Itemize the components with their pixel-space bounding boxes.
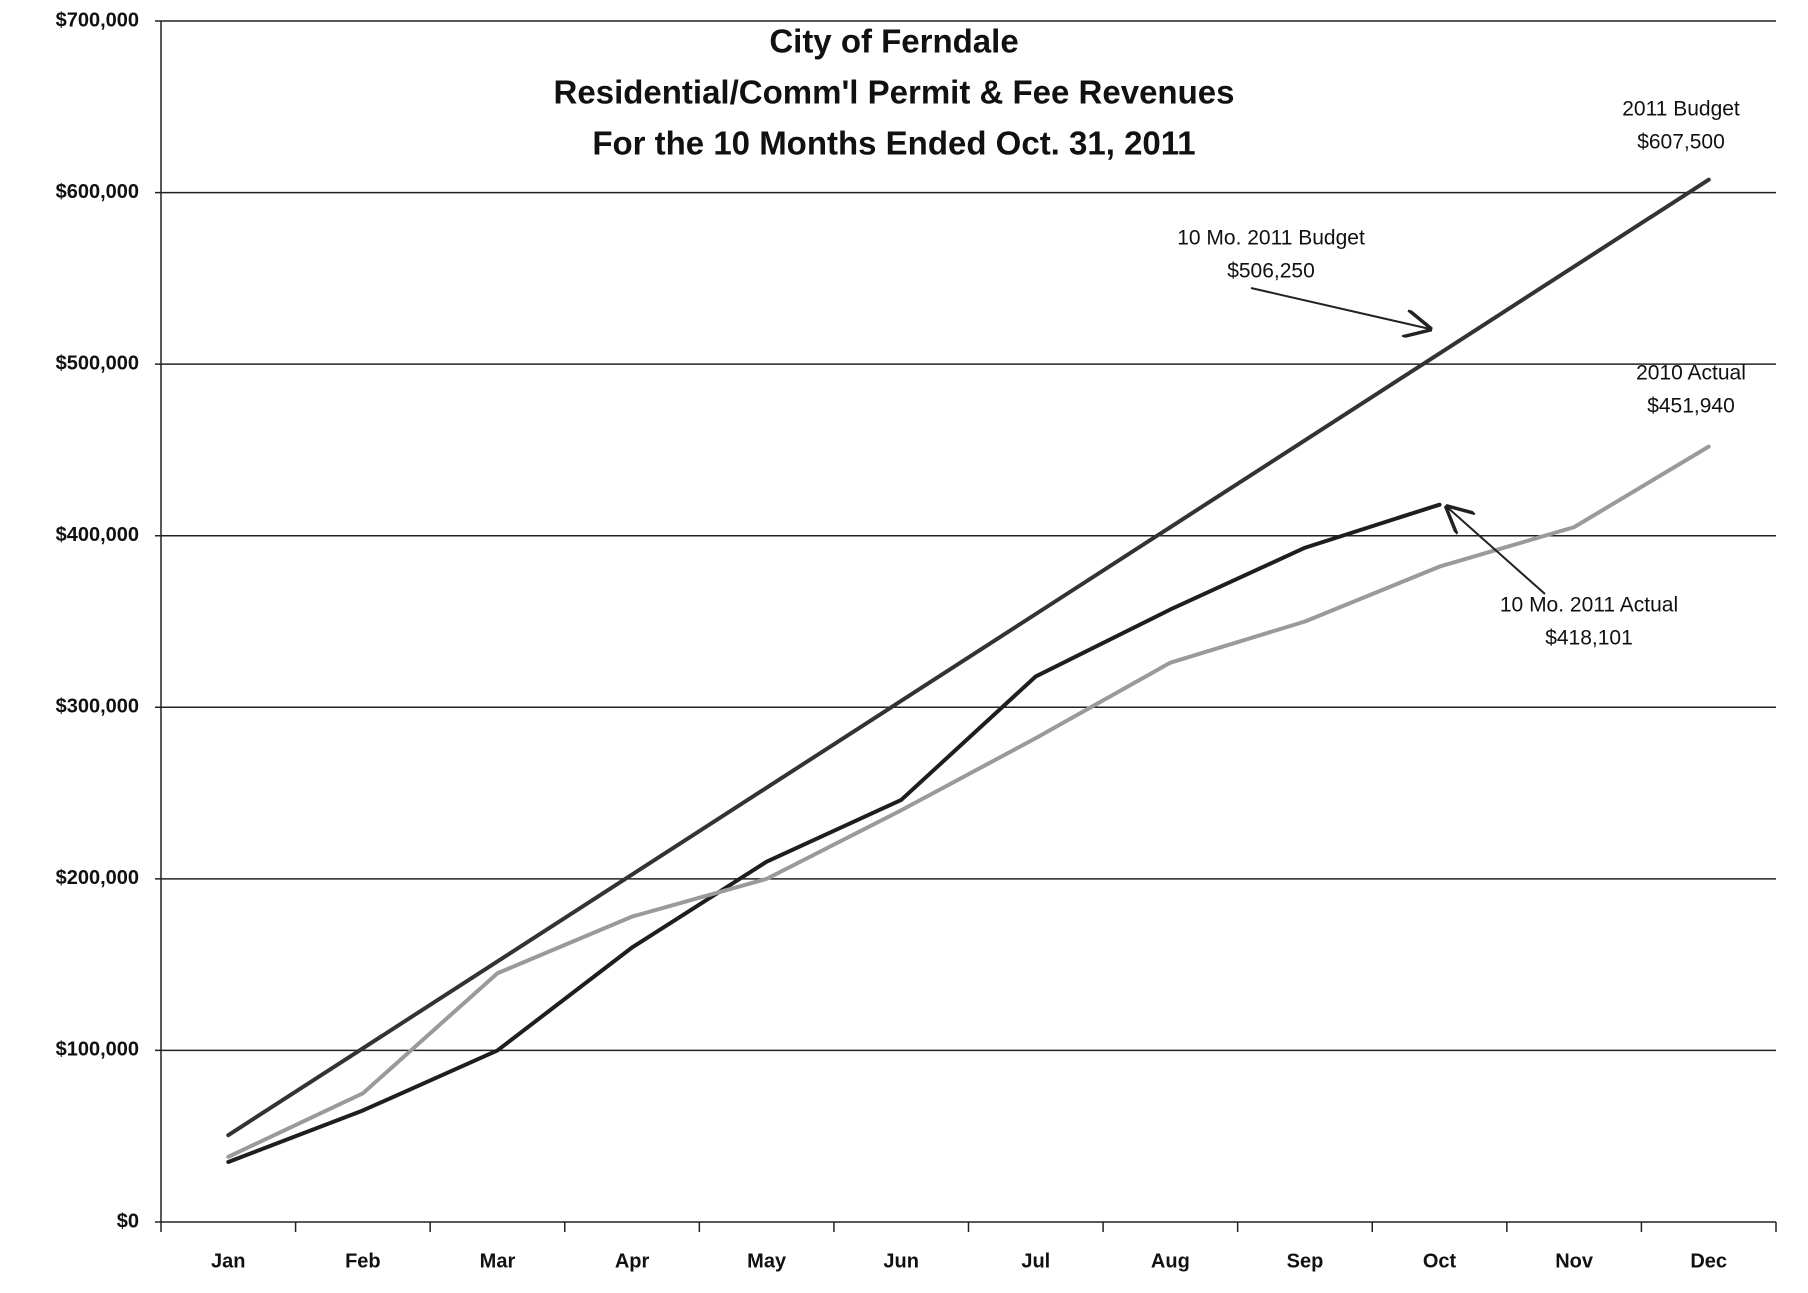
x-tick-label: Jun bbox=[883, 1250, 919, 1272]
y-tick-label: $400,000 bbox=[56, 524, 139, 546]
y-tick-label: $100,000 bbox=[56, 1039, 139, 1061]
series-line bbox=[226, 502, 1442, 1164]
annotation: $418,101 bbox=[1545, 627, 1633, 650]
x-tick-label: Aug bbox=[1151, 1250, 1190, 1272]
x-tick-label: Mar bbox=[480, 1250, 516, 1272]
annotation: $506,250 bbox=[1227, 260, 1315, 283]
series-line bbox=[226, 177, 1711, 1138]
y-tick-label: $700,000 bbox=[56, 9, 139, 31]
annotation-arrow bbox=[1250, 287, 1430, 329]
annotation: 2010 Actual bbox=[1636, 362, 1746, 385]
x-tick-label: Sep bbox=[1287, 1250, 1324, 1272]
annotation: 10 Mo. 2011 Actual bbox=[1500, 594, 1678, 617]
y-tick-label: $600,000 bbox=[56, 181, 139, 203]
x-tick-label: Nov bbox=[1555, 1250, 1594, 1272]
y-tick-label: $500,000 bbox=[56, 352, 139, 374]
x-tick-label: Jan bbox=[211, 1250, 245, 1272]
chart-title: Residential/Comm'l Permit & Fee Revenues bbox=[554, 74, 1235, 111]
annotation: 10 Mo. 2011 Budget bbox=[1177, 227, 1365, 250]
x-tick-label: May bbox=[747, 1250, 787, 1272]
x-tick-label: Apr bbox=[615, 1250, 650, 1272]
y-tick-label: $0 bbox=[117, 1210, 139, 1232]
chart-title: City of Ferndale bbox=[769, 23, 1018, 60]
series-line bbox=[226, 444, 1711, 1159]
annotation: $451,940 bbox=[1647, 395, 1735, 418]
y-tick-label: $200,000 bbox=[56, 867, 139, 889]
x-tick-label: Feb bbox=[345, 1250, 381, 1272]
annotation: $607,500 bbox=[1637, 131, 1725, 154]
chart-title: For the 10 Months Ended Oct. 31, 2011 bbox=[592, 125, 1195, 162]
x-tick-label: Jul bbox=[1021, 1250, 1050, 1272]
x-tick-label: Oct bbox=[1423, 1250, 1457, 1272]
annotation: 2011 Budget bbox=[1622, 98, 1740, 121]
x-tick-label: Dec bbox=[1690, 1250, 1727, 1272]
annotation-arrow bbox=[1447, 507, 1546, 595]
y-tick-label: $300,000 bbox=[56, 696, 139, 718]
